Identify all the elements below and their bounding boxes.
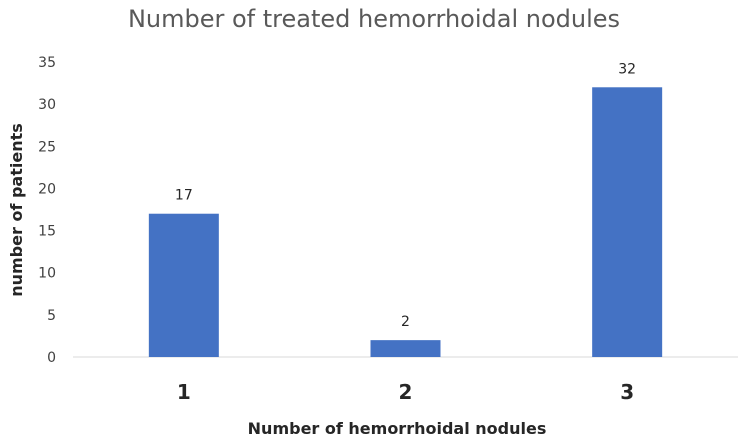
y-tick-label: 15 (38, 224, 56, 240)
bar-1 (148, 213, 219, 357)
y-tick-label: 10 (38, 266, 56, 282)
y-tick-label: 35 (38, 55, 56, 71)
y-axis-label: number of patients (7, 123, 26, 297)
y-tick-label: 30 (38, 97, 56, 113)
chart-title: Number of treated hemorrhoidal nodules (128, 5, 620, 33)
data-label-2: 2 (401, 314, 410, 330)
bar-3 (592, 87, 663, 358)
y-tick-label: 25 (38, 139, 56, 155)
x-tick-label-1: 1 (177, 380, 191, 404)
data-labels: 17 2 32 (175, 61, 636, 330)
data-label-1: 17 (175, 188, 193, 204)
x-tick-label-2: 2 (399, 380, 413, 404)
y-tick-label: 20 (38, 181, 56, 197)
x-tick-label-3: 3 (620, 380, 634, 404)
x-axis-label: Number of hemorrhoidal nodules (248, 419, 547, 438)
x-axis-ticks: 1 2 3 (177, 380, 634, 404)
y-tick-label: 5 (47, 308, 56, 324)
bar-2 (370, 340, 441, 357)
y-axis-ticks: 0 5 10 15 20 25 30 35 (38, 55, 56, 366)
bars (148, 87, 663, 358)
data-label-3: 32 (618, 61, 636, 77)
y-tick-label: 0 (47, 350, 56, 366)
